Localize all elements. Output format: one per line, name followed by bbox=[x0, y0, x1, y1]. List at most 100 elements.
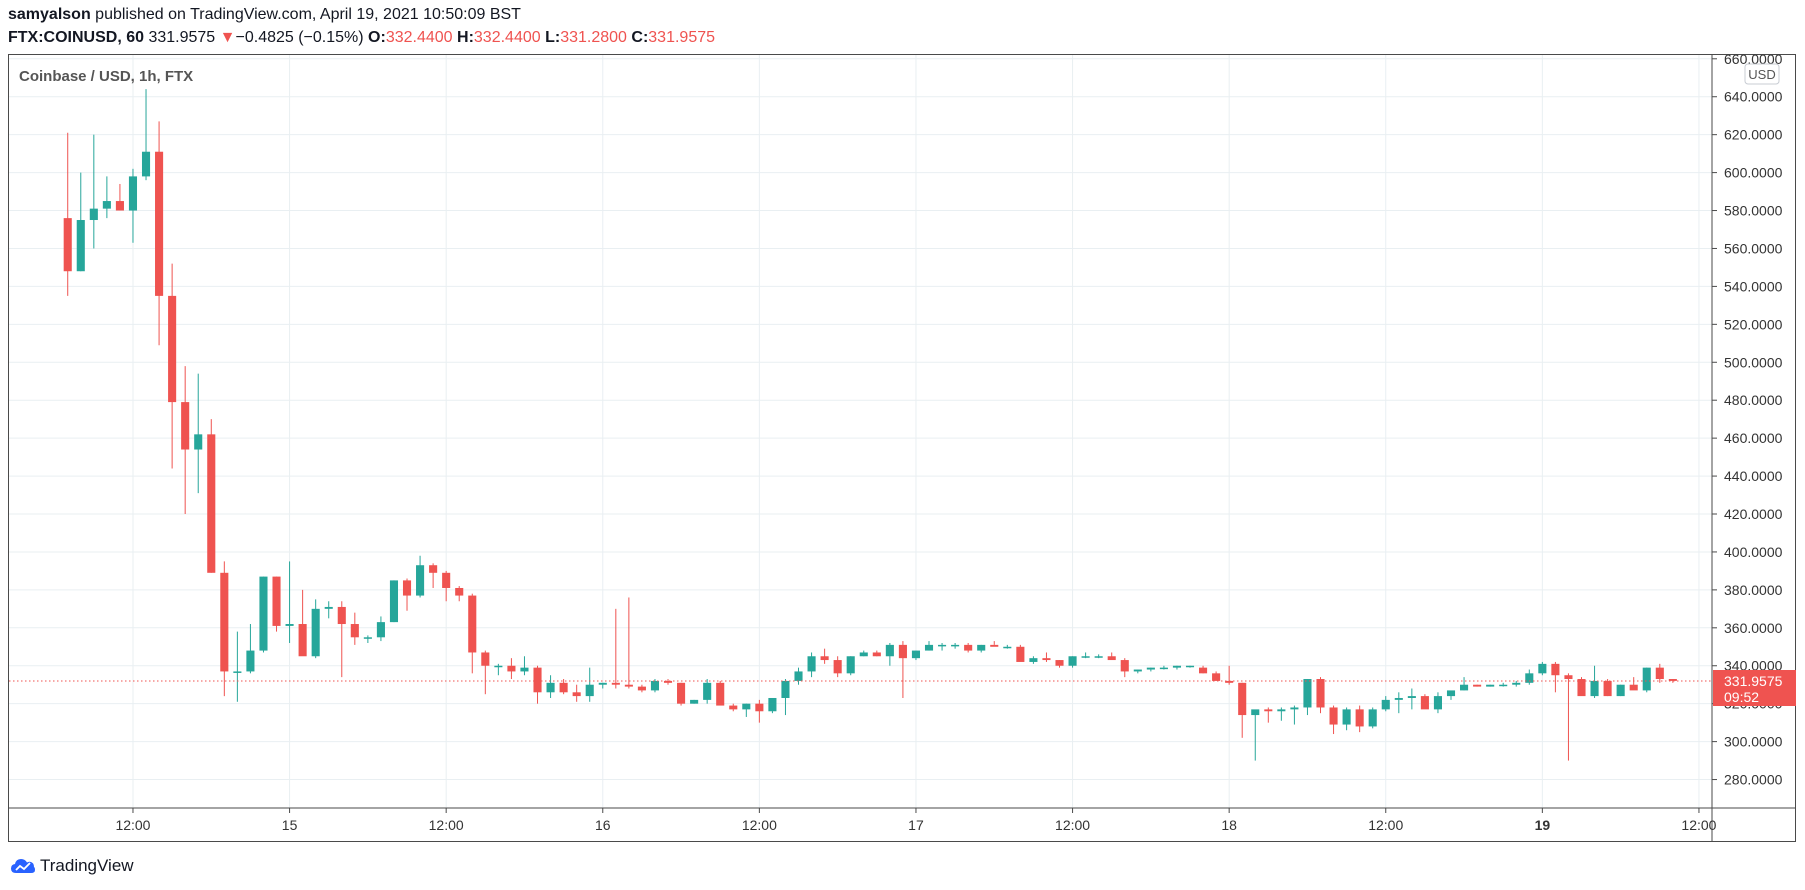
candle-down bbox=[1473, 684, 1482, 687]
candle-body bbox=[76, 220, 85, 272]
candle-body bbox=[402, 580, 412, 596]
candle-down bbox=[559, 679, 568, 695]
candle-up bbox=[141, 89, 151, 181]
candle-body bbox=[1212, 673, 1221, 681]
y-tick-label: 500.0000 bbox=[1724, 354, 1783, 370]
candle-down bbox=[155, 121, 164, 346]
candle-body bbox=[1564, 675, 1573, 680]
candle-down bbox=[207, 419, 216, 573]
last-price-badge bbox=[1713, 670, 1796, 706]
candle-body bbox=[102, 201, 111, 209]
candle-body bbox=[259, 576, 268, 651]
candle-body bbox=[1199, 667, 1208, 674]
candle-down bbox=[1238, 682, 1247, 738]
candle-up bbox=[1381, 696, 1390, 712]
candle-down bbox=[1016, 644, 1025, 662]
candle-body bbox=[951, 644, 960, 647]
footer-brand-text: TradingView bbox=[40, 856, 134, 875]
candle-up bbox=[128, 168, 138, 243]
candle-down bbox=[990, 641, 999, 647]
candle-down bbox=[1264, 707, 1273, 723]
candle-body bbox=[546, 682, 555, 693]
candle-up bbox=[768, 697, 777, 714]
x-tick-label: 18 bbox=[1221, 817, 1237, 833]
candle-down bbox=[1355, 705, 1364, 733]
candle-up bbox=[324, 601, 333, 619]
candle-body bbox=[1238, 682, 1247, 716]
candle-up bbox=[1616, 684, 1625, 697]
y-tick-label: 420.0000 bbox=[1724, 506, 1783, 522]
candle-up bbox=[1499, 682, 1508, 687]
candle-body bbox=[494, 665, 503, 668]
candle-up bbox=[259, 576, 268, 653]
high-label: H: bbox=[457, 29, 474, 46]
candle-up bbox=[911, 650, 921, 661]
candle-down bbox=[1564, 673, 1573, 761]
candle-up bbox=[598, 682, 607, 689]
y-tick-label: 460.0000 bbox=[1724, 430, 1783, 446]
candle-up bbox=[1133, 669, 1142, 674]
candle-body bbox=[624, 684, 633, 687]
candle-down bbox=[115, 183, 124, 211]
candle-body bbox=[911, 650, 921, 659]
candle-down bbox=[964, 642, 973, 653]
candle-down bbox=[1199, 665, 1208, 674]
open-value: 332.4400 bbox=[385, 29, 453, 46]
candle-body bbox=[820, 656, 829, 661]
candle-up bbox=[951, 642, 960, 649]
chart-frame bbox=[8, 54, 1796, 842]
candle-body bbox=[1159, 667, 1168, 670]
candle-body bbox=[1107, 656, 1116, 661]
candle-up bbox=[1433, 692, 1442, 714]
candle-down bbox=[755, 699, 764, 723]
x-tick-label: 12:00 bbox=[1055, 817, 1090, 833]
candle-body bbox=[1290, 707, 1299, 710]
x-tick-label: 19 bbox=[1535, 817, 1551, 833]
change-value: −0.4825 (−0.15%) bbox=[235, 29, 364, 46]
candle-body bbox=[650, 680, 660, 691]
candle-body bbox=[168, 295, 177, 403]
candle-down bbox=[572, 684, 581, 702]
candle-body bbox=[1264, 709, 1273, 712]
candle-body bbox=[1668, 679, 1677, 681]
author-name[interactable]: samyalson bbox=[8, 6, 91, 23]
candle-body bbox=[1355, 709, 1364, 727]
candle-down bbox=[677, 682, 686, 706]
candle-up bbox=[1094, 654, 1103, 659]
close-label: C: bbox=[631, 29, 649, 46]
candle-body bbox=[468, 595, 477, 653]
candle-up bbox=[924, 641, 934, 651]
candle-down bbox=[1668, 679, 1677, 683]
x-tick-label: 15 bbox=[282, 817, 298, 833]
candle-down bbox=[1329, 705, 1338, 735]
candle-body bbox=[155, 151, 164, 296]
candle-body bbox=[115, 201, 124, 211]
candle-body bbox=[1342, 709, 1351, 725]
candle-body bbox=[1512, 682, 1521, 685]
candle-body bbox=[1642, 667, 1651, 691]
candle-body bbox=[298, 624, 307, 657]
candle-up bbox=[1251, 709, 1260, 761]
candle-body bbox=[1603, 680, 1612, 697]
candle-body bbox=[1068, 656, 1077, 666]
candle-body bbox=[1446, 690, 1456, 697]
candle-body bbox=[233, 671, 242, 673]
candle-body bbox=[350, 624, 359, 638]
publish-info: samyalson published on TradingView.com, … bbox=[8, 6, 521, 24]
tradingview-cloud-icon bbox=[11, 859, 35, 873]
candle-down bbox=[1055, 660, 1064, 668]
y-tick-label: 400.0000 bbox=[1724, 544, 1783, 560]
candle-down bbox=[1212, 671, 1221, 681]
candle-body bbox=[416, 565, 425, 596]
candle-body bbox=[1003, 646, 1012, 649]
candle-body bbox=[859, 652, 868, 657]
candle-down bbox=[1107, 652, 1116, 661]
footer-brand[interactable]: TradingView bbox=[10, 856, 134, 876]
candle-up bbox=[363, 635, 372, 643]
y-tick-label: 300.0000 bbox=[1724, 734, 1783, 750]
candle-up bbox=[311, 599, 320, 659]
candle-up bbox=[1642, 667, 1651, 693]
candle-body bbox=[1590, 680, 1599, 697]
candle-down bbox=[220, 561, 229, 697]
